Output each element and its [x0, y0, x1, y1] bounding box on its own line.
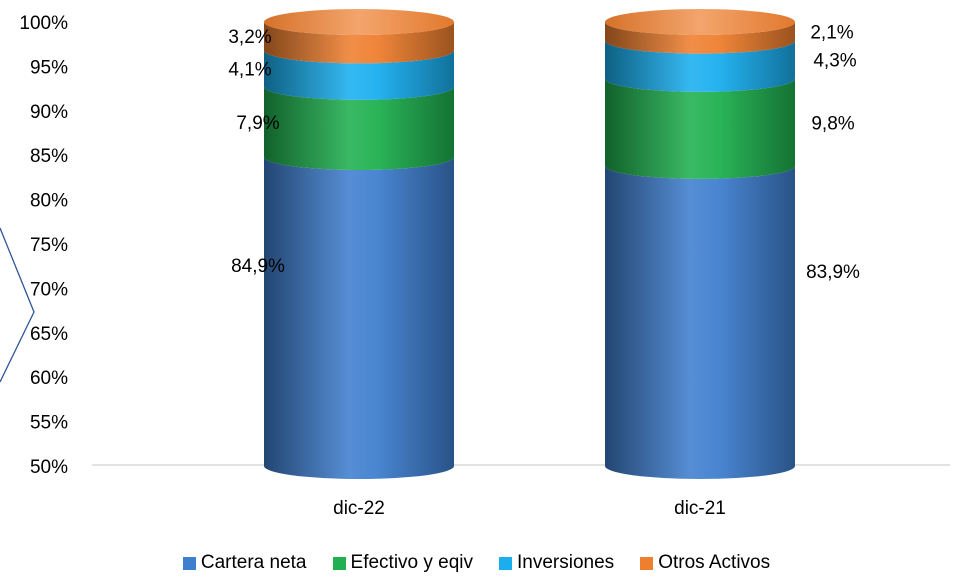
y-tick-label: 90%: [30, 102, 68, 123]
y-tick-label: 65%: [30, 324, 68, 345]
bar-top-cap-dic-22: [264, 9, 454, 35]
legend-swatch: [332, 556, 346, 570]
y-tick-label: 85%: [30, 146, 68, 167]
y-tick-label: 75%: [30, 235, 68, 256]
bar-cartera-neta-dic-21: [605, 165, 795, 479]
y-tick-label: 95%: [30, 57, 68, 78]
legend-item-cartera-neta: Cartera neta: [182, 551, 307, 575]
y-tick-label: 70%: [30, 279, 68, 300]
bar-otros-activos-dic-22: [264, 22, 454, 64]
data-label-cartera-neta-dic-22: 84,9%: [231, 256, 285, 277]
y-tick-label: 50%: [30, 457, 68, 478]
value-labels: 84,9% 7,9% 4,1% 3,2% 83,9% 9,8% 4,3% 2,1%: [228, 22, 860, 283]
legend-swatch: [499, 556, 513, 570]
x-tick-label: dic-22: [333, 498, 385, 519]
bar-inversiones-dic-21: [605, 40, 795, 92]
legend-item-otros-activos: Otros Activos: [640, 551, 770, 575]
legend-item-efectivo-y-eqiv: Efectivo y eqiv: [332, 551, 474, 575]
decorative-arrow-outline: [0, 227, 35, 383]
data-label-efectivo-y-eqiv-dic-21: 9,8%: [811, 113, 854, 134]
bar-inversiones-dic-22: [264, 50, 454, 100]
y-tick-label: 55%: [30, 413, 68, 434]
legend-swatch: [182, 556, 196, 570]
bar-otros-activos-dic-21: [605, 22, 795, 54]
y-tick-label: 100%: [19, 13, 68, 34]
y-axis: 50% 55% 60% 65% 70% 75% 80% 85% 90% 95% 100%: [19, 13, 68, 478]
legend-item-inversiones: Inversiones: [499, 551, 614, 575]
x-axis: dic-22 dic-21: [333, 498, 726, 519]
y-tick-label: 60%: [30, 368, 68, 389]
legend-swatch: [640, 556, 654, 570]
legend: Cartera neta Efectivo y eqiv Inversiones Ot…: [0, 551, 953, 575]
bars: [264, 9, 795, 479]
bar-efectivo-y-eqiv-dic-21: [605, 78, 795, 179]
data-label-efectivo-y-eqiv-dic-22: 7,9%: [236, 113, 279, 134]
bar-cartera-neta-dic-22: [264, 156, 454, 479]
legend-label: Efectivo y eqiv: [350, 552, 474, 573]
data-label-otros-activos-dic-22: 3,2%: [228, 27, 271, 48]
bar-efectivo-y-eqiv-dic-22: [264, 86, 454, 170]
data-label-cartera-neta-dic-21: 83,9%: [806, 262, 860, 283]
bar-top-cap-dic-21: [605, 9, 795, 35]
x-tick-label: dic-21: [674, 498, 726, 519]
legend-label: Otros Activos: [658, 552, 771, 573]
data-label-inversiones-dic-21: 4,3%: [813, 51, 856, 72]
y-tick-label: 80%: [30, 191, 68, 212]
legend-label: Inversiones: [517, 552, 615, 573]
legend-label: Cartera neta: [200, 552, 307, 573]
data-label-otros-activos-dic-21: 2,1%: [810, 22, 853, 43]
bar-stack-dic-21: [605, 9, 795, 479]
data-label-inversiones-dic-22: 4,1%: [228, 60, 271, 81]
bar-stack-dic-22: [264, 9, 454, 479]
